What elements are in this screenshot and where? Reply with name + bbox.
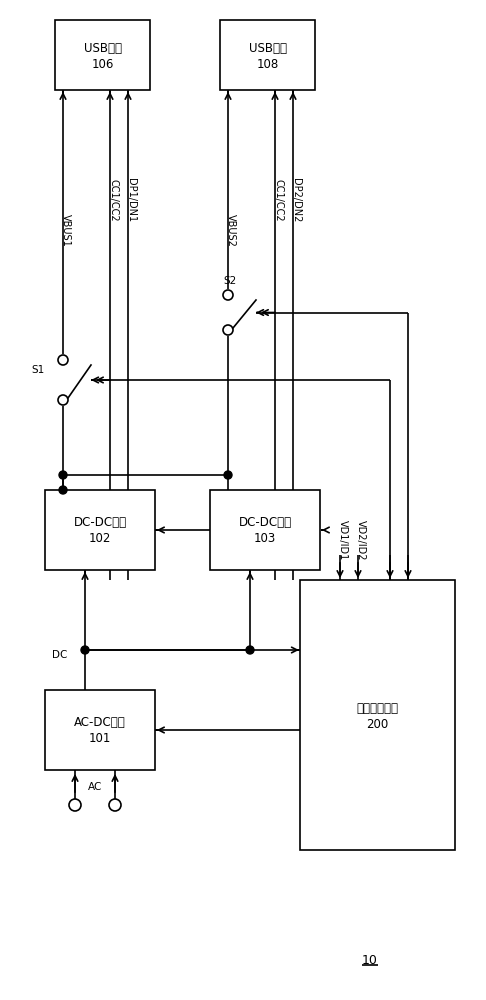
Text: 102: 102 (89, 532, 111, 546)
Text: S2: S2 (223, 276, 236, 286)
Text: VBUS2: VBUS2 (226, 214, 236, 246)
Bar (210, 490, 320, 570)
Circle shape (223, 290, 233, 300)
Text: AC-DC模块: AC-DC模块 (74, 716, 126, 730)
Circle shape (59, 486, 67, 494)
Text: DC-DC模块: DC-DC模块 (239, 516, 292, 530)
Circle shape (224, 471, 232, 479)
Text: 106: 106 (91, 58, 114, 72)
Text: DP1/DN1: DP1/DN1 (126, 178, 136, 222)
Text: USB端口: USB端口 (84, 42, 122, 55)
Text: VD2/ID2: VD2/ID2 (356, 520, 366, 560)
Circle shape (109, 799, 121, 811)
Text: DC-DC模块: DC-DC模块 (73, 516, 126, 530)
Circle shape (81, 646, 89, 654)
Text: 200: 200 (366, 718, 389, 730)
Text: CC1/CC2: CC1/CC2 (273, 179, 283, 221)
Text: CC1/CC2: CC1/CC2 (108, 179, 118, 221)
Text: DP2/DN2: DP2/DN2 (291, 178, 301, 222)
Text: VBUS1: VBUS1 (61, 214, 71, 246)
Text: 108: 108 (257, 58, 278, 72)
Bar (55, 20, 150, 90)
Text: 10: 10 (362, 954, 378, 966)
Bar (300, 580, 455, 850)
Circle shape (58, 355, 68, 365)
Text: DC: DC (52, 650, 67, 660)
Circle shape (58, 395, 68, 405)
Circle shape (223, 325, 233, 335)
Bar (45, 490, 155, 570)
Circle shape (59, 471, 67, 479)
Text: 101: 101 (89, 732, 111, 746)
Bar (45, 690, 155, 770)
Text: AC: AC (88, 782, 102, 792)
Bar (220, 20, 315, 90)
Text: 协议控制模块: 协议控制模块 (357, 702, 399, 714)
Text: USB端口: USB端口 (248, 42, 287, 55)
Circle shape (246, 646, 254, 654)
Text: S1: S1 (32, 365, 45, 375)
Text: VD1/ID1: VD1/ID1 (338, 520, 348, 560)
Text: 103: 103 (254, 532, 276, 546)
Circle shape (69, 799, 81, 811)
